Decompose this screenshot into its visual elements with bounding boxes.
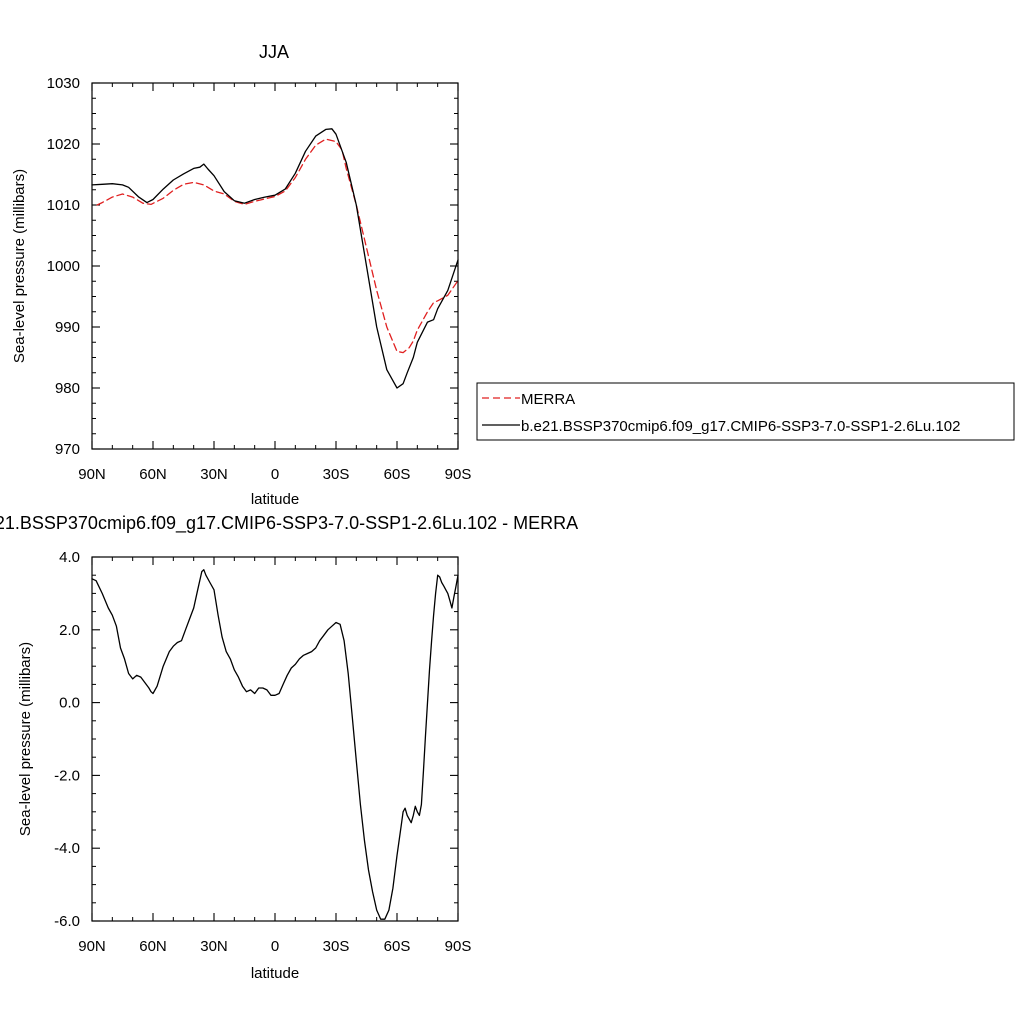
top-chart: JJA 90N 60N 30N 0 30S 60S 90S 970 980 990 1000 1010…	[11, 42, 471, 508]
legend-box	[476, 382, 1015, 441]
legend-model-label: b.e21.BSSP370cmip6.f09_g17.CMIP6-SSP3-7.…	[521, 418, 960, 435]
legend: MERRA b.e21.BSSP370cmip6.f09_g17.CMIP6-S…	[476, 382, 1015, 441]
top-y-axis-label: Sea-level pressure (millibars)	[11, 169, 28, 363]
top-x-tick-label: 90S	[445, 466, 472, 483]
top-series-layer	[91, 128, 459, 389]
bottom-y-tick-label: -4.0	[54, 840, 80, 857]
top-y-tick-label: 1030	[47, 75, 80, 92]
bottom-y-tick-label: 0.0	[59, 695, 80, 712]
top-x-tick-label: 90N	[78, 466, 106, 483]
top-y-tick-label: 1010	[47, 197, 80, 214]
top-x-axis-label: latitude	[251, 491, 299, 508]
bottom-x-tick-label: 90S	[445, 938, 472, 955]
top-x-tick-label: 60S	[384, 466, 411, 483]
bottom-y-tick-label: -6.0	[54, 913, 80, 930]
top-plot-frame	[91, 82, 459, 450]
bottom-y-tick-label: 2.0	[59, 622, 80, 639]
bottom-chart: b.e21.BSSP370cmip6.f09_g17.CMIP6-SSP3-7.…	[0, 513, 578, 982]
bottom-x-axis-label: latitude	[251, 965, 299, 982]
top-y-tick-label: 1000	[47, 258, 80, 275]
top-y-tick-label: 970	[55, 441, 80, 458]
bottom-y-axis-label: Sea-level pressure (millibars)	[17, 642, 34, 836]
top-x-tick-label: 30N	[200, 466, 228, 483]
bottom-y-tick-label: -2.0	[54, 767, 80, 784]
top-x-tick-label: 30S	[323, 466, 350, 483]
top-y-tick-label: 1020	[47, 136, 80, 153]
bottom-series-line-model	[91, 569, 459, 920]
bottom-plot-frame	[91, 556, 459, 922]
top-series-line-merra	[96, 138, 459, 354]
top-tick-layer: 90N 60N 30N 0 30S 60S 90S 970 980 990 1000 1010 1020…	[47, 75, 472, 483]
bottom-chart-title: b.e21.BSSP370cmip6.f09_g17.CMIP6-SSP3-7.…	[0, 513, 578, 534]
bottom-x-tick-label: 60N	[139, 938, 167, 955]
bottom-y-tick-label: 4.0	[59, 549, 80, 566]
bottom-series-layer	[91, 569, 459, 920]
bottom-x-tick-label: 0	[271, 938, 279, 955]
bottom-x-tick-label: 60S	[384, 938, 411, 955]
bottom-x-tick-label: 30N	[200, 938, 228, 955]
top-series-line-model	[91, 128, 459, 389]
top-chart-title: JJA	[259, 42, 289, 62]
top-x-tick-label: 60N	[139, 466, 167, 483]
legend-merra-label: MERRA	[521, 391, 575, 408]
top-x-tick-label: 0	[271, 466, 279, 483]
top-y-tick-label: 990	[55, 319, 80, 336]
bottom-x-tick-label: 30S	[323, 938, 350, 955]
bottom-tick-layer: 90N 60N 30N 0 30S 60S 90S -6.0 -4.0 -2.0 0.0 2.0 4.0	[54, 549, 471, 955]
top-y-tick-label: 980	[55, 380, 80, 397]
bottom-x-tick-label: 90N	[78, 938, 106, 955]
